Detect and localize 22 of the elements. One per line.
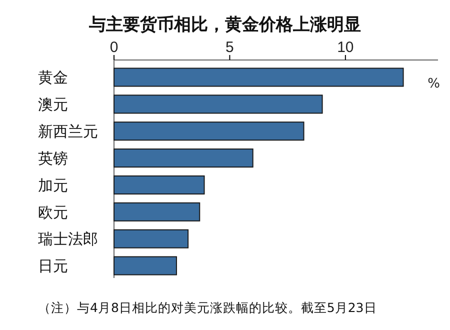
bar (114, 229, 189, 248)
bar (114, 202, 200, 222)
chart-title: 与主要货币相比，黄金价格上涨明显 (88, 15, 361, 35)
y-tick-label: 黄金 (38, 68, 68, 87)
bar (114, 94, 323, 114)
bar (114, 175, 205, 194)
bar (114, 256, 177, 276)
bar (114, 68, 404, 87)
annotation: % (428, 76, 440, 92)
y-tick-label: 日元 (38, 257, 68, 276)
y-tick-label: 欧元 (38, 203, 68, 222)
bar (114, 148, 254, 168)
x-tick-label: 0 (110, 39, 118, 56)
text: （注）与4月8日相比的对美元涨跌幅的比较。截至5月23日 (38, 300, 377, 315)
y-tick-label: 新西兰元 (38, 122, 98, 141)
y-tick-label: 加元 (38, 176, 68, 194)
y-tick-label: 澳元 (38, 96, 68, 114)
y-tick-label: 英镑 (38, 149, 68, 168)
x-tick-label: 10 (337, 39, 354, 56)
x-tick-label: 5 (226, 39, 234, 56)
bar (114, 122, 304, 141)
y-tick-label: 瑞士法郎 (38, 230, 98, 248)
